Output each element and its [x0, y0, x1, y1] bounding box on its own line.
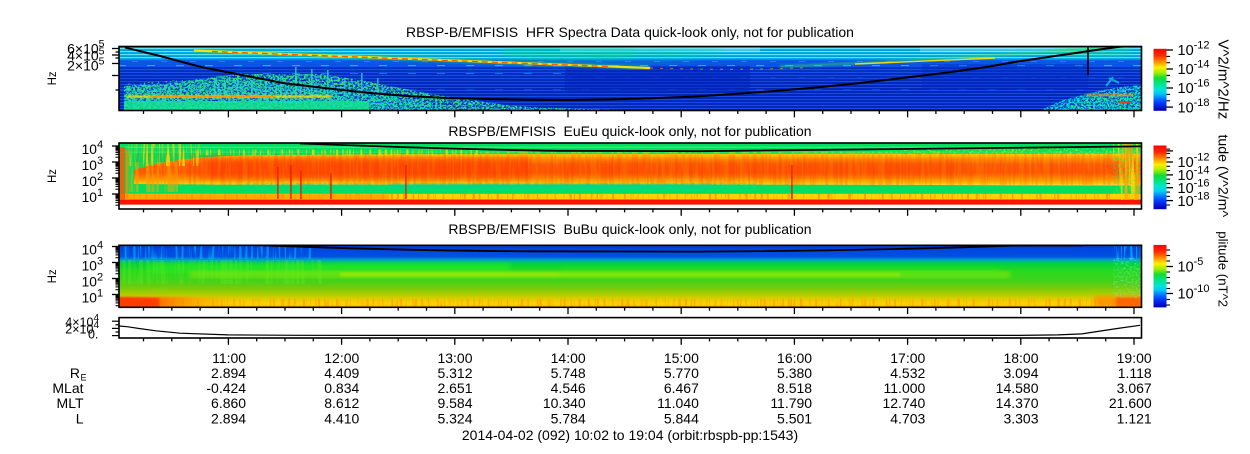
svg-text:4.703: 4.703	[890, 410, 925, 426]
svg-text:5.324: 5.324	[437, 410, 472, 426]
svg-text:5.784: 5.784	[551, 410, 586, 426]
svg-text:4.546: 4.546	[551, 380, 586, 396]
svg-text:4×105: 4×105	[67, 45, 105, 63]
svg-text:RBSPB/EMFISIS EuEu quick-look: RBSPB/EMFISIS EuEu quick-look only, not …	[448, 123, 811, 139]
svg-text:6.860: 6.860	[211, 395, 246, 411]
svg-text:6.467: 6.467	[664, 380, 699, 396]
svg-text:8.518: 8.518	[777, 380, 812, 396]
svg-text:5.380: 5.380	[777, 365, 812, 381]
svg-text:Hz: Hz	[47, 71, 59, 85]
svg-text:5.312: 5.312	[437, 365, 472, 381]
svg-text:Hz: Hz	[47, 169, 59, 183]
svg-text:9.584: 9.584	[437, 395, 472, 411]
svg-text:13:00: 13:00	[437, 350, 472, 366]
svg-text:5.748: 5.748	[551, 365, 586, 381]
svg-text:3.094: 3.094	[1003, 365, 1038, 381]
svg-text:L: L	[76, 410, 84, 426]
svg-text:11:00: 11:00	[212, 350, 246, 366]
svg-text:21.600: 21.600	[1109, 395, 1152, 411]
svg-text:1.121: 1.121	[1117, 410, 1152, 426]
svg-text:14.580: 14.580	[996, 380, 1039, 396]
svg-text:V^2/m^2/Hz: V^2/m^2/Hz	[1215, 39, 1232, 119]
svg-text:18:00: 18:00	[1003, 350, 1038, 366]
svg-text:0.: 0.	[88, 328, 98, 342]
svg-text:3.303: 3.303	[1003, 410, 1038, 426]
svg-text:17:00: 17:00	[890, 350, 925, 366]
svg-text:5.844: 5.844	[664, 410, 699, 426]
svg-text:Hz: Hz	[47, 269, 59, 283]
svg-text:14:00: 14:00	[551, 350, 586, 366]
svg-text:2.894: 2.894	[211, 410, 246, 426]
svg-text:11.790: 11.790	[770, 395, 812, 411]
svg-text:plitude (nT^2: plitude (nT^2	[1216, 231, 1231, 307]
svg-text:6×105: 6×105	[67, 38, 105, 56]
svg-text:2×104: 2×104	[65, 320, 99, 337]
svg-text:11.040: 11.040	[657, 395, 699, 411]
svg-text:MLat: MLat	[52, 380, 83, 396]
svg-text:RBSP-B/EMFISIS HFR Spectra Da: RBSP-B/EMFISIS HFR Spectra Data quick-lo…	[406, 24, 854, 40]
svg-text:tude (V^2/m^: tude (V^2/m^	[1215, 134, 1231, 217]
svg-text:11.000: 11.000	[884, 380, 926, 396]
svg-text:5.770: 5.770	[664, 365, 699, 381]
svg-text:1.118: 1.118	[1118, 365, 1152, 381]
svg-text:19:00: 19:00	[1117, 350, 1152, 366]
svg-text:8.612: 8.612	[324, 395, 359, 411]
svg-text:2×105: 2×105	[67, 55, 105, 73]
svg-text:14.370: 14.370	[996, 395, 1039, 411]
svg-text:10.340: 10.340	[543, 395, 586, 411]
svg-text:2.651: 2.651	[437, 380, 472, 396]
svg-text:16:00: 16:00	[777, 350, 812, 366]
svg-text:12.740: 12.740	[882, 395, 925, 411]
svg-text:12:00: 12:00	[324, 350, 359, 366]
svg-text:R: R	[70, 365, 80, 381]
svg-text:-0.424: -0.424	[206, 380, 246, 396]
svg-text:4.409: 4.409	[324, 365, 359, 381]
svg-text:4.410: 4.410	[324, 410, 359, 426]
svg-text:0.834: 0.834	[324, 380, 359, 396]
svg-text:E: E	[81, 372, 87, 382]
svg-text:MLT: MLT	[57, 395, 84, 411]
svg-text:RBSPB/EMFISIS BuBu quick-look: RBSPB/EMFISIS BuBu quick-look only, not …	[448, 221, 811, 237]
svg-text:2014-04-02 (092) 10:02 to 19:0: 2014-04-02 (092) 10:02 to 19:04 (orbit:r…	[462, 427, 798, 443]
svg-text:4.532: 4.532	[890, 365, 925, 381]
svg-text:2.894: 2.894	[211, 365, 246, 381]
svg-text:15:00: 15:00	[664, 350, 699, 366]
svg-text:4×104: 4×104	[65, 313, 99, 330]
svg-text:3.067: 3.067	[1117, 380, 1152, 396]
svg-text:5.501: 5.501	[777, 410, 812, 426]
